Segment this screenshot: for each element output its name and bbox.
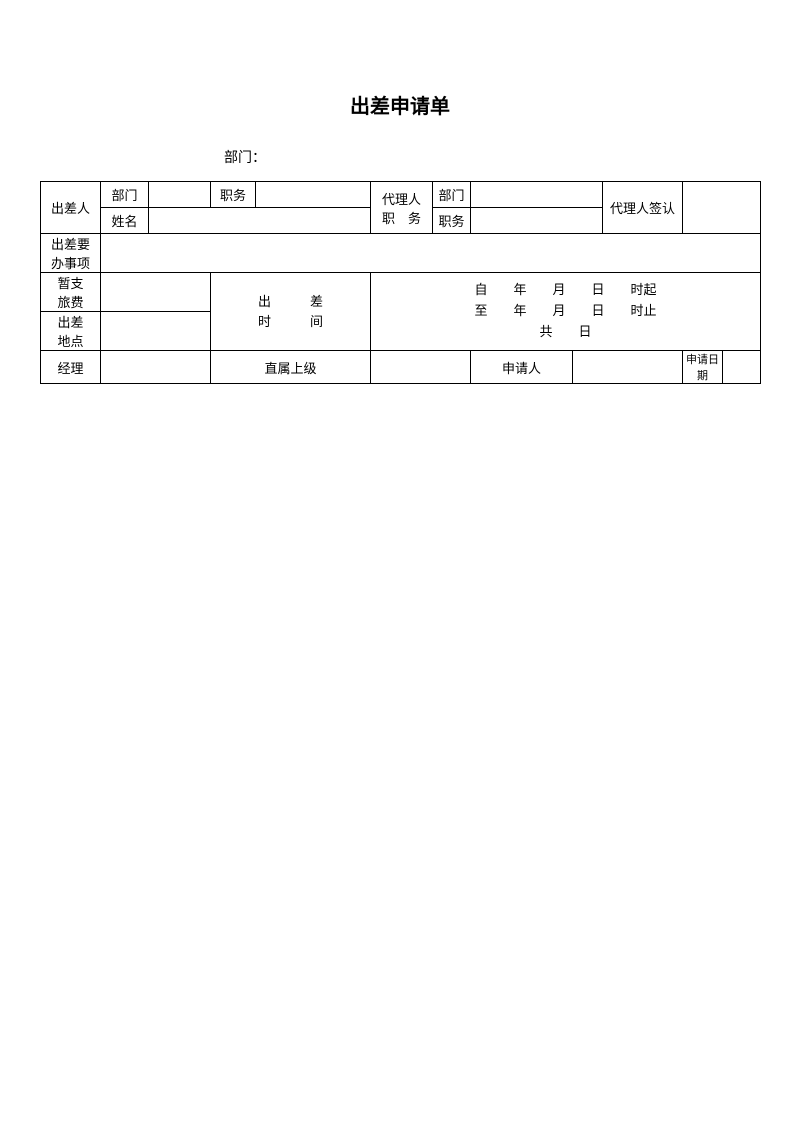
label-supervisor: 直属上级 (211, 351, 371, 384)
label-traveler: 出差人 (41, 182, 101, 234)
cell-traveler-name[interactable] (149, 208, 371, 234)
cell-travel-time[interactable]: 自 年 月 日 时起 至 年 月 日 时止 共 日 (371, 273, 761, 351)
cell-agent-dept[interactable] (471, 182, 603, 208)
label-apply-date: 申请日期 (683, 351, 723, 384)
label-todo: 出差要 办事项 (41, 234, 101, 273)
cell-todo[interactable] (101, 234, 761, 273)
label-travel-place: 出差 地点 (41, 312, 101, 351)
label-agent-pos2: 职务 (433, 208, 471, 234)
label-agent-position: 代理人 职 务 (371, 182, 433, 234)
label-agent-dept: 部门 (433, 182, 471, 208)
department-line: 部门： (224, 147, 760, 167)
travel-request-form: 出差人 部门 职务 代理人 职 务 部门 代理人签认 姓名 职务 出差要 办事项… (40, 181, 761, 384)
form-title: 出差申请单 (40, 90, 760, 119)
cell-advance-fee[interactable] (101, 273, 211, 312)
cell-traveler-position[interactable] (256, 182, 371, 208)
time-from: 自 年 月 日 时起 (371, 280, 760, 301)
label-dept: 部门 (101, 182, 149, 208)
cell-apply-date[interactable] (723, 351, 761, 384)
label-applicant: 申请人 (471, 351, 573, 384)
cell-traveler-dept[interactable] (149, 182, 211, 208)
cell-agent-position[interactable] (471, 208, 603, 234)
label-name: 姓名 (101, 208, 149, 234)
cell-manager[interactable] (101, 351, 211, 384)
time-total: 共 日 (371, 322, 760, 343)
label-agent-sign: 代理人签认 (603, 182, 683, 234)
label-manager: 经理 (41, 351, 101, 384)
label-advance-fee: 暂支 旅费 (41, 273, 101, 312)
travel-time-line1: 出 差 (211, 292, 370, 312)
cell-travel-place[interactable] (101, 312, 211, 351)
cell-applicant[interactable] (573, 351, 683, 384)
label-travel-time: 出 差 时 间 (211, 273, 371, 351)
cell-supervisor[interactable] (371, 351, 471, 384)
travel-time-line2: 时 间 (211, 312, 370, 332)
cell-agent-sign[interactable] (683, 182, 761, 234)
label-position: 职务 (211, 182, 256, 208)
page: 出差申请单 部门： 出差人 部门 职务 代理人 职 务 部门 代理人签认 姓名 … (0, 0, 800, 384)
time-to: 至 年 月 日 时止 (371, 301, 760, 322)
